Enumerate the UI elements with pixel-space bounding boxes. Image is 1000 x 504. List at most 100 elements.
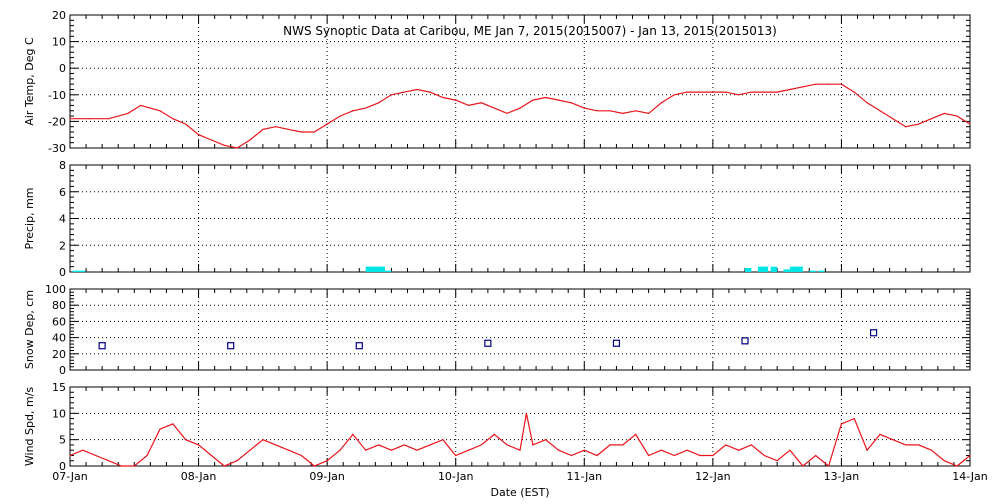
wind-point <box>532 444 534 446</box>
y-tick-label: -30 <box>48 142 66 155</box>
temp-point <box>210 139 213 141</box>
y-axis-label: Precip, mm <box>23 188 36 250</box>
wind-point <box>956 465 958 467</box>
temp-point <box>69 118 71 120</box>
wind-point <box>917 444 920 446</box>
y-tick-label: 4 <box>59 213 66 226</box>
wind-point <box>725 444 727 446</box>
temp-point <box>403 91 405 93</box>
temp-series-line <box>70 83 971 149</box>
temp-point <box>712 91 714 93</box>
y-axis-label: Wind Spd, m/s <box>23 387 36 467</box>
wind-point <box>622 444 624 446</box>
wind-point <box>673 454 675 457</box>
wind-point <box>827 465 830 467</box>
temp-point <box>416 88 418 91</box>
temp-point <box>776 91 778 93</box>
temp-point <box>480 102 483 104</box>
wind-point <box>133 465 135 467</box>
wind-point <box>879 433 881 435</box>
wind-point <box>802 465 804 467</box>
snow-depth-point <box>355 342 363 350</box>
precip-bar <box>783 269 790 272</box>
precip-bar <box>770 266 778 272</box>
temp-point <box>699 91 701 93</box>
precip-bar <box>757 266 769 272</box>
temp-point <box>467 104 470 107</box>
temp-point <box>236 147 238 149</box>
snow-depth-point <box>227 342 235 350</box>
wind-point <box>776 460 778 462</box>
temp-point <box>377 102 380 104</box>
wind-point <box>262 439 264 441</box>
wind-point <box>249 449 251 451</box>
temp-point <box>159 110 161 112</box>
temp-point <box>635 110 637 112</box>
panel-snow: 100 80 60 40 20 0 Snow Dep, cm <box>23 283 971 377</box>
wind-point <box>712 454 714 457</box>
y-tick-label: 2 <box>59 239 66 252</box>
panel-wind: 15 10 5 0 Wind Spd, m/s <box>23 381 971 473</box>
y-tick-label: 10 <box>52 36 66 49</box>
wind-point <box>403 444 405 446</box>
temp-point <box>197 134 200 136</box>
wind-point <box>660 449 663 451</box>
wind-point <box>339 449 341 451</box>
temp-point <box>879 110 881 112</box>
temp-point <box>956 115 958 117</box>
temp-point <box>647 112 650 115</box>
temp-point <box>827 83 830 85</box>
x-tick-label: 13-Jan <box>824 470 860 483</box>
y-axis-label: Snow Dep, cm <box>23 290 36 369</box>
wind-point <box>596 454 598 457</box>
precip-bar <box>818 270 825 272</box>
wind-point <box>840 423 843 425</box>
snow-depth-point <box>741 337 749 345</box>
wind-point <box>557 449 560 451</box>
temp-point <box>275 126 277 128</box>
y-tick-label: 0 <box>59 364 66 377</box>
wind-point <box>146 454 148 457</box>
temp-point <box>442 96 444 99</box>
x-axis-label: Date (EST) <box>490 486 549 499</box>
snow-depth-point <box>484 339 492 347</box>
wind-point <box>313 465 315 467</box>
panel-temp: 20 10 0 -10 -20 -30 Air Temp, Deg C <box>23 9 971 155</box>
precip-bar <box>745 267 752 272</box>
y-tick-label: 8 <box>59 159 66 172</box>
wind-point <box>120 465 123 467</box>
x-tick-label: 07-Jan <box>52 470 88 483</box>
temp-point <box>866 102 868 104</box>
y-tick-label: 80 <box>52 299 66 312</box>
temp-point <box>943 112 945 115</box>
wind-point <box>300 454 303 457</box>
wind-point <box>930 449 933 451</box>
x-tick-label: 08-Jan <box>181 470 217 483</box>
temp-point <box>686 91 688 93</box>
y-tick-label: 0 <box>59 266 66 279</box>
temp-point <box>789 88 791 91</box>
temp-point <box>930 118 933 120</box>
wind-point <box>815 454 817 457</box>
wind-point <box>416 449 418 451</box>
wind-point <box>647 454 650 457</box>
temp-point <box>300 131 303 133</box>
temp-point <box>429 91 431 93</box>
temp-point <box>88 118 90 120</box>
temp-point <box>840 83 843 85</box>
wind-point <box>442 439 444 441</box>
temp-point <box>127 112 129 115</box>
temp-point <box>223 144 225 146</box>
wind-point <box>866 449 868 451</box>
temp-point <box>185 123 187 125</box>
temp-point <box>583 107 585 109</box>
y-tick-label: 20 <box>52 9 66 22</box>
y-tick-label: 15 <box>52 381 66 394</box>
temp-point <box>917 123 920 125</box>
wind-point <box>185 439 187 441</box>
precip-bar <box>790 266 803 272</box>
x-tick-label: 10-Jan <box>438 470 474 483</box>
wind-point <box>519 449 521 451</box>
temp-point <box>905 126 907 128</box>
wind-point <box>570 454 573 457</box>
